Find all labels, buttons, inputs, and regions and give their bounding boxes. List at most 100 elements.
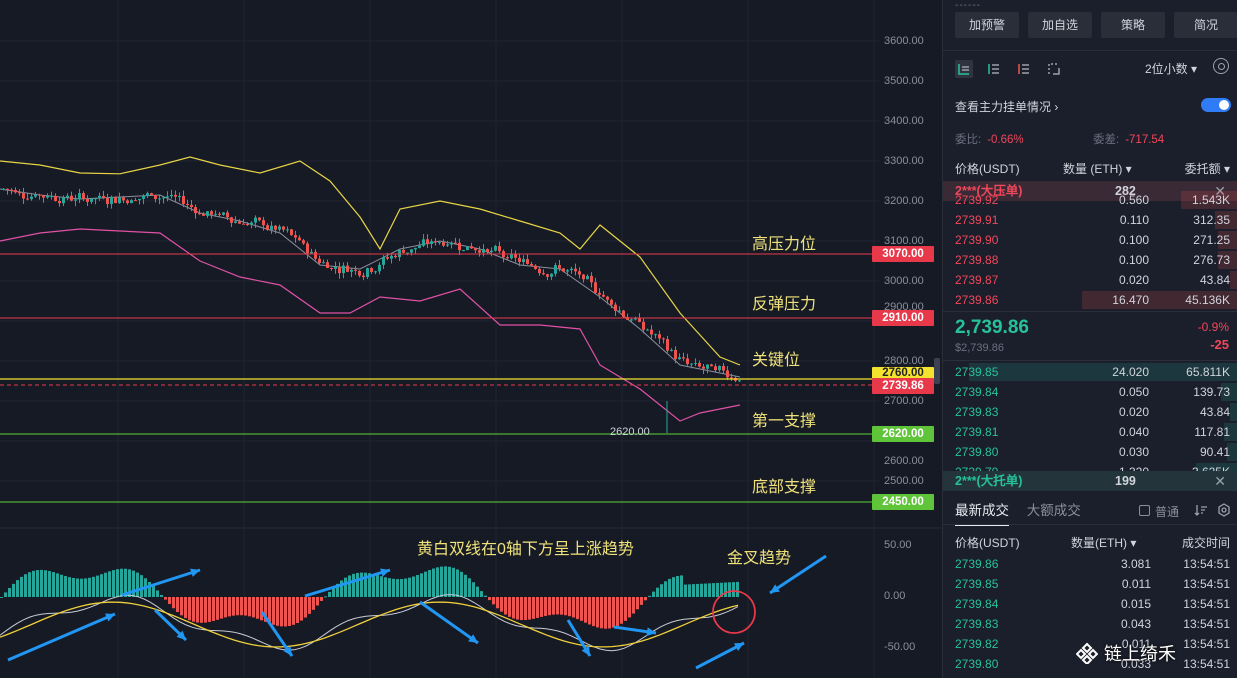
sort-icon[interactable]: [1194, 503, 1208, 517]
ask-row[interactable]: 2739.91 0.110 312.35: [943, 210, 1237, 230]
tab-large-trades[interactable]: 大额成交: [1026, 503, 1081, 518]
trade-qty: 0.043: [1120, 617, 1151, 631]
price-change: -25: [1210, 337, 1229, 352]
percent-change: -0.9%: [1197, 320, 1229, 334]
trade-qty: 0.015: [1120, 597, 1151, 611]
close-icon[interactable]: ✕: [1214, 473, 1226, 489]
candle-body: [466, 246, 469, 251]
candle-body: [450, 242, 453, 245]
candle-body: [490, 250, 493, 253]
book-depth-icon[interactable]: [1045, 60, 1063, 78]
ask-row[interactable]: 2739.92 0.560 1.543K: [943, 190, 1237, 210]
col-qty[interactable]: 数量 (ETH) ▾: [1063, 162, 1132, 176]
main-orders-toggle[interactable]: [1201, 98, 1231, 112]
candle-body: [226, 212, 229, 218]
trade-time: 13:54:51: [1183, 617, 1230, 631]
macd-bar: [68, 577, 71, 597]
macd-bar: [672, 577, 675, 597]
bid-row[interactable]: 2739.81 0.040 117.81: [943, 422, 1237, 442]
bid-row[interactable]: 2739.84 0.050 139.73: [943, 382, 1237, 402]
candle-body: [602, 294, 605, 297]
bid-row[interactable]: 2739.80 0.030 90.41: [943, 442, 1237, 462]
ask-depth-bar: [1215, 211, 1237, 229]
main-orders-link[interactable]: 查看主力挂单情况 ›: [955, 98, 1058, 115]
candle-body: [326, 262, 329, 269]
decimals-select[interactable]: 2位小数 ▾: [1145, 60, 1197, 77]
macd-bar: [128, 569, 131, 597]
candle-body: [338, 266, 341, 274]
ask-row[interactable]: 2739.86 16.470 45.136K: [943, 290, 1237, 310]
candle-body: [310, 251, 313, 254]
settings-icon[interactable]: [1217, 503, 1231, 517]
book-both-icon[interactable]: [955, 60, 973, 78]
overview-button[interactable]: 简况: [1174, 12, 1237, 38]
candle-body: [242, 223, 245, 225]
tab-latest-trades[interactable]: 最新成交: [955, 499, 1009, 526]
macd-bar: [300, 597, 303, 621]
macd-bar: [272, 597, 275, 625]
macd-bar: [708, 583, 711, 597]
candle-body: [282, 226, 285, 230]
bid-qty: 0.020: [1118, 405, 1149, 419]
bids-list: 2739.85 24.020 65.811K 2739.84 0.050 139.73 27…: [943, 362, 1237, 482]
candle-body: [462, 250, 465, 252]
candle-body: [190, 204, 193, 208]
candle-body: [54, 195, 57, 202]
annotation-high-pressure: 高压力位: [752, 236, 817, 253]
scroll-handle: [934, 358, 940, 384]
candle-body: [62, 197, 65, 204]
candle-body: [418, 245, 421, 248]
divider: [943, 311, 1237, 312]
macd-bar: [484, 595, 487, 597]
macd-bar: [260, 597, 263, 621]
y-axis-label: 3600.00: [884, 35, 924, 47]
candle-body: [306, 243, 309, 254]
macd-bar: [392, 578, 395, 597]
add-watchlist-button[interactable]: 加自选: [1028, 12, 1092, 38]
macd-bar: [336, 583, 339, 597]
ask-row[interactable]: 2739.88 0.100 276.73: [943, 250, 1237, 270]
candle-body: [78, 193, 81, 200]
candle-body: [722, 365, 725, 371]
price-tag-2450: 2450.00: [872, 494, 934, 510]
candle-body: [278, 226, 281, 230]
macd-bar: [292, 597, 295, 625]
macd-bar: [568, 597, 571, 617]
candle-body: [218, 213, 221, 215]
price-chart[interactable]: 3600.00 3500.00 3400.00 3300.00 3200.00 …: [0, 0, 942, 678]
macd-bar: [404, 578, 407, 597]
chart-canvas[interactable]: [0, 0, 942, 678]
trade-price: 2739.84: [955, 597, 999, 611]
bid-row[interactable]: 2739.83 0.020 43.84: [943, 402, 1237, 422]
macd-bar: [152, 586, 155, 597]
col-amount[interactable]: 委托额 ▾: [1184, 162, 1230, 176]
ask-row[interactable]: 2739.90 0.100 271.25: [943, 230, 1237, 250]
candle-body: [658, 334, 661, 339]
macd-bar: [528, 597, 531, 620]
macd-bar: [96, 575, 99, 597]
candle-body: [378, 264, 381, 272]
macd-bar: [524, 597, 527, 621]
macd-bar: [148, 581, 151, 597]
macd-bar: [168, 597, 171, 605]
add-alert-button[interactable]: 加预警: [955, 12, 1019, 38]
ask-row[interactable]: 2739.87 0.020 43.84: [943, 270, 1237, 290]
big-bid-bar: 2***(大托单) 199 ✕: [943, 471, 1237, 491]
normal-checkbox[interactable]: [1139, 505, 1150, 516]
watermark-logo-icon: [1076, 642, 1098, 664]
book-asks-icon[interactable]: [1015, 60, 1033, 78]
macd-bar: [352, 573, 355, 597]
strategy-button[interactable]: 策略: [1101, 12, 1165, 38]
arrow-head: [176, 630, 186, 640]
trades-list: 2739.86 3.081 13:54:51 2739.85 0.011 13:54:51…: [943, 554, 1237, 674]
bid-row[interactable]: 2739.85 24.020 65.811K: [943, 362, 1237, 382]
trades-col-qty[interactable]: 数量(ETH) ▾: [1071, 536, 1137, 550]
candle-body: [302, 240, 305, 244]
settings-gear-icon[interactable]: [1213, 58, 1229, 74]
candle-body: [650, 329, 653, 335]
close-icon[interactable]: ✕: [1214, 183, 1226, 199]
candle-body: [22, 193, 25, 199]
macd-bar: [288, 597, 291, 626]
book-bids-icon[interactable]: [985, 60, 1003, 78]
candle-body: [38, 194, 41, 196]
